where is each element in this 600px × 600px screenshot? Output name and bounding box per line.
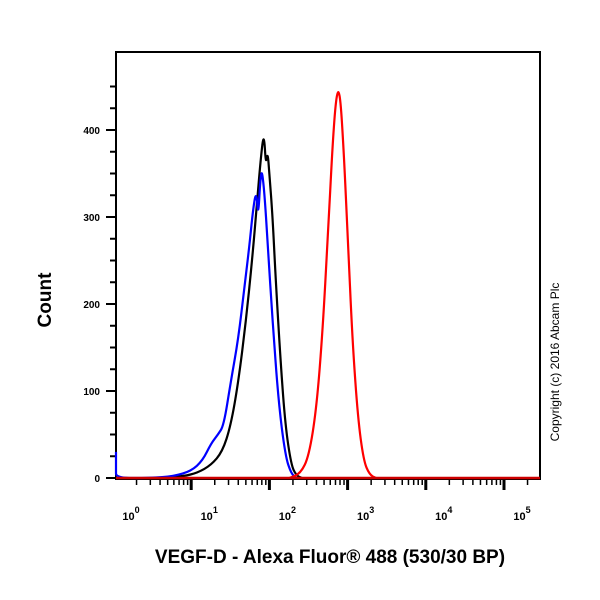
copyright-notice: Copyright (c) 2016 Abcam Plc [548,282,562,442]
x-tick-label: 101 [201,505,218,523]
y-axis-ticks: 0 100 200 300 400 [83,85,116,485]
histogram-curves [114,91,377,480]
blue-histogram-line [114,172,297,480]
y-tick-label: 100 [83,387,100,398]
y-axis-label: Count [35,272,56,328]
y-tick-label: 200 [83,300,100,311]
x-tick-label: 104 [435,505,452,523]
black-histogram-line [160,138,303,480]
y-tick-label: 300 [83,213,100,224]
y-tick-label: 0 [94,474,100,485]
x-tick-label: 103 [357,505,374,523]
red-histogram-line [288,91,377,480]
x-tick-label: 100 [122,505,139,523]
x-axis-ticks: 100 101 102 103 104 105 [122,479,531,523]
x-tick-label: 102 [279,505,296,523]
x-tick-label: 105 [513,505,530,523]
x-axis-label: VEGF-D - Alexa Fluor® 488 (530/30 BP) [154,547,506,568]
plot-frame [115,51,541,480]
y-tick-label: 400 [83,126,100,137]
